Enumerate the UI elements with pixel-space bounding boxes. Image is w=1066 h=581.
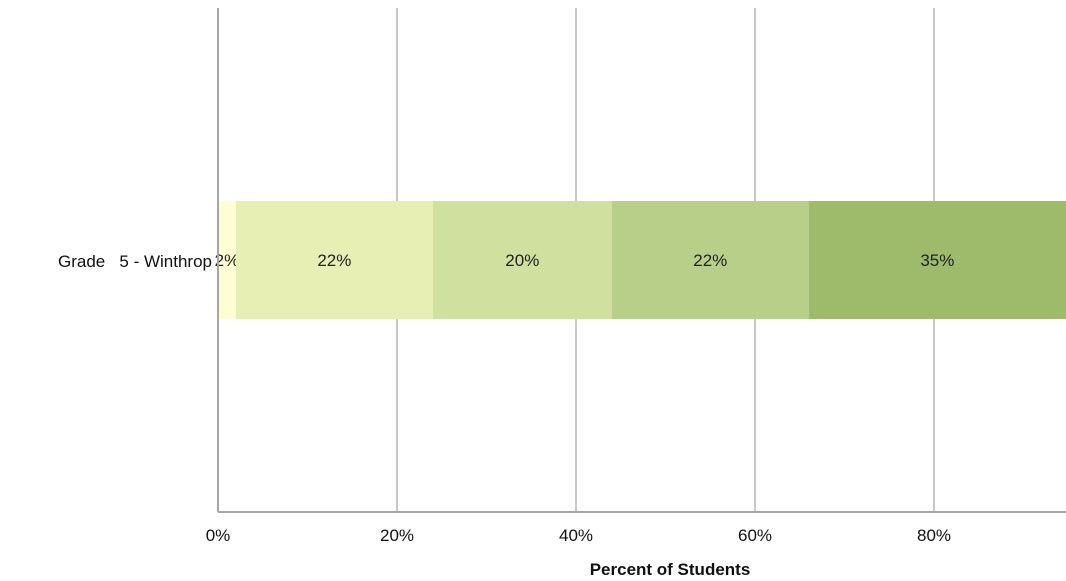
bar-segments: 2% 22% 20% 22% 35% — [215, 201, 1066, 319]
data-label-2: 20% — [505, 251, 539, 270]
data-label-3: 22% — [693, 251, 727, 270]
x-tick-label-4: 80% — [917, 526, 951, 545]
data-label-1: 22% — [317, 251, 351, 270]
category-label: Grade 5 - Winthrop — [58, 252, 212, 271]
data-label-4: 35% — [920, 251, 954, 270]
bar-segment-1 — [235, 201, 433, 319]
category-labels: Grade 5 - Winthrop — [58, 252, 212, 271]
bar-segment-3 — [611, 201, 809, 319]
x-tick-labels: 0% 20% 40% 60% 80% — [206, 526, 951, 545]
bar-segment-2 — [432, 201, 612, 319]
data-label-0: 2% — [215, 251, 240, 270]
x-tick-label-3: 60% — [738, 526, 772, 545]
bar-segment-0 — [218, 201, 236, 319]
x-tick-label-0: 0% — [206, 526, 231, 545]
x-tick-label-1: 20% — [380, 526, 414, 545]
x-axis-title: Percent of Students — [590, 560, 751, 579]
bar-segment-4 — [808, 201, 1066, 319]
x-tick-label-2: 40% — [559, 526, 593, 545]
